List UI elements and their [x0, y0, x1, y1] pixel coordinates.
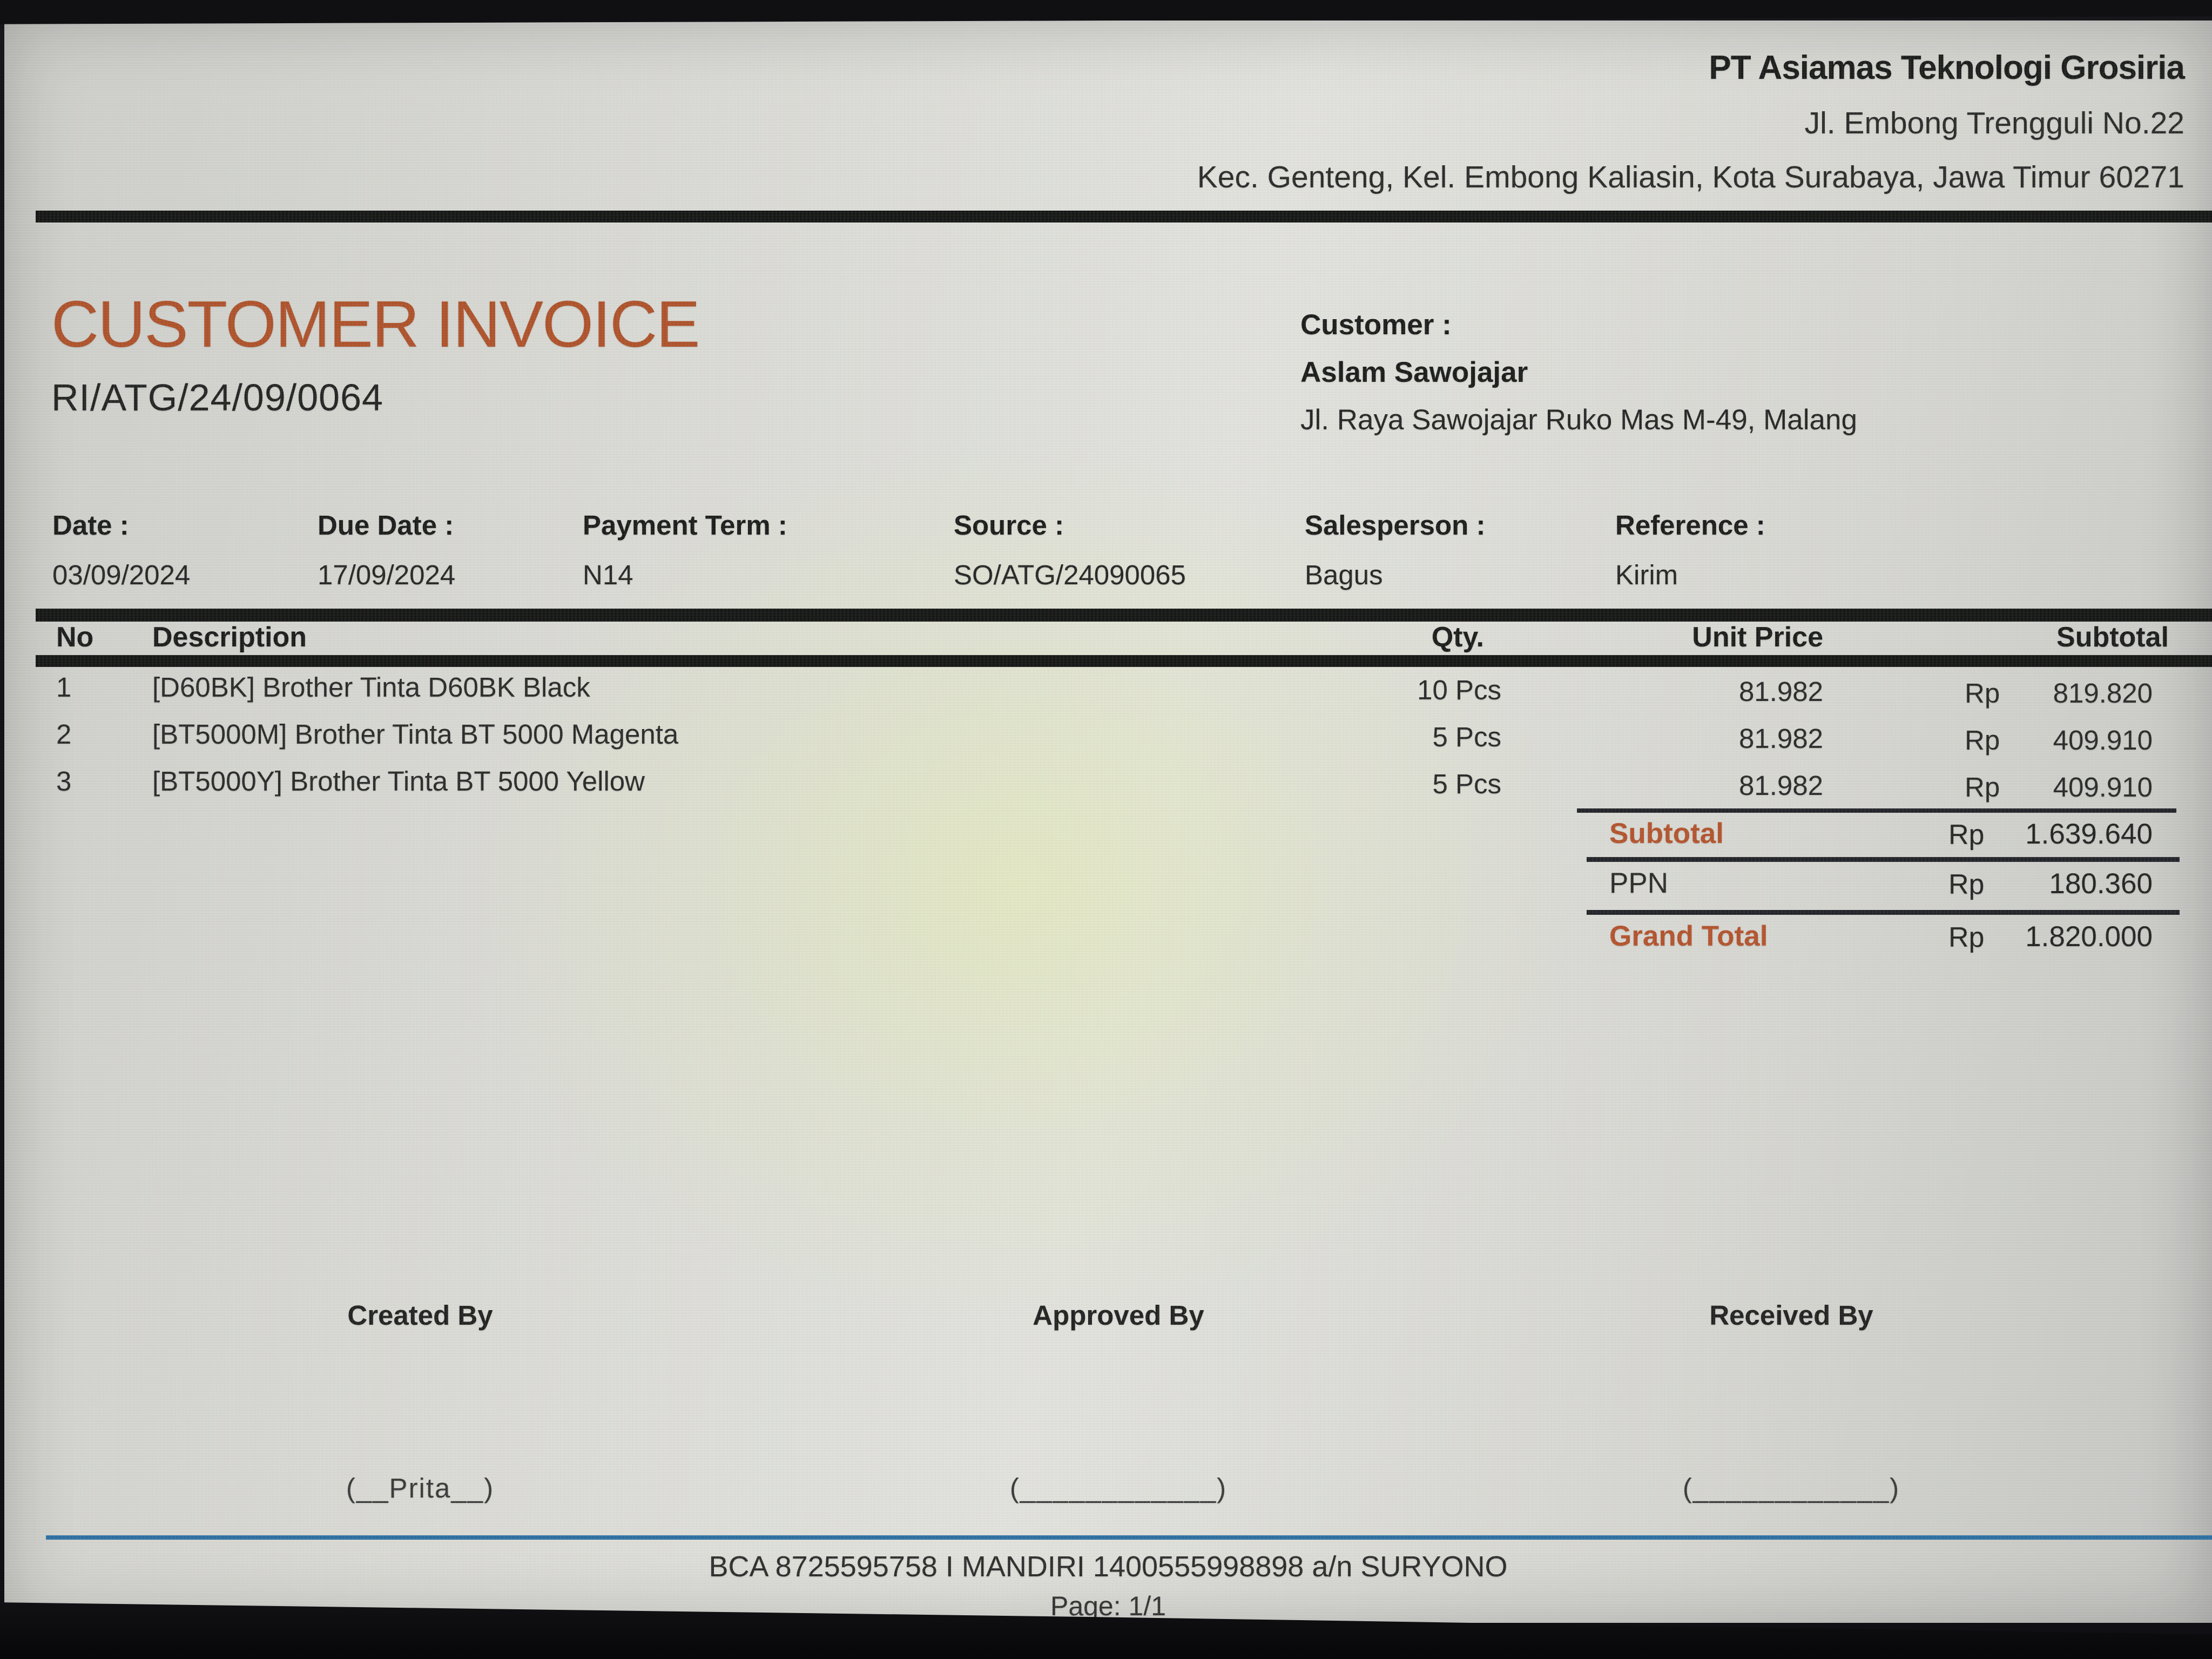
- item-qty: 10 Pcs: [1417, 675, 1501, 705]
- received-by-signature-line: (____________): [1682, 1473, 1900, 1503]
- subtotal-divider-line: [1587, 857, 2180, 862]
- created-by-label: Created By: [347, 1300, 493, 1331]
- date-value: 03/09/2024: [52, 559, 191, 590]
- company-address-line2: Kec. Genteng, Kel. Embong Kaliasin, Kota…: [1197, 160, 2184, 194]
- invoice-title-block: CUSTOMER INVOICE RI/ATG/24/09/0064: [51, 286, 700, 419]
- item-unit-price: 81.982: [1739, 723, 1823, 754]
- item-no: 1: [56, 672, 72, 703]
- item-no: 3: [56, 766, 72, 797]
- customer-address: Jl. Raya Sawojajar Ruko Mas M-49, Malang: [1300, 404, 1857, 436]
- due-date-label: Due Date :: [318, 510, 454, 541]
- invoice-number: RI/ATG/24/09/0064: [51, 376, 383, 419]
- footer-rule: [46, 1535, 2212, 1540]
- reference-label: Reference :: [1615, 510, 1765, 541]
- item-qty: 5 Pcs: [1432, 721, 1501, 752]
- item-description: [BT5000Y] Brother Tinta BT 5000 Yellow: [152, 766, 645, 797]
- totals-top-line: [1577, 808, 2176, 813]
- ppn-currency: Rp: [1948, 869, 1985, 900]
- source-label: Source :: [954, 510, 1064, 541]
- item-no: 2: [56, 719, 72, 750]
- received-by-label: Received By: [1709, 1300, 1873, 1331]
- item-description: [BT5000M] Brother Tinta BT 5000 Magenta: [152, 719, 679, 750]
- company-name: PT Asiamas Teknologi Grosiria: [1709, 49, 2185, 86]
- date-label: Date :: [52, 510, 129, 541]
- screen-moire-overlay: [4, 21, 2212, 1623]
- item-subtotal: 409.910: [2053, 725, 2153, 756]
- ppn-label: PPN: [1609, 867, 1668, 899]
- source-value: SO/ATG/24090065: [954, 559, 1186, 590]
- approved-by-signature-line: (____________): [1009, 1473, 1228, 1503]
- grand-total-label: Grand Total: [1609, 920, 1768, 952]
- col-header-description: Description: [152, 622, 307, 653]
- created-by-signature-line: (__Prita__): [346, 1473, 495, 1503]
- page-indicator: Page: 1/1: [1050, 1591, 1166, 1621]
- subtotal-currency: Rp: [1948, 819, 1985, 851]
- col-header-no: No: [56, 622, 94, 653]
- due-date-value: 17/09/2024: [318, 559, 456, 590]
- invoice-document: PT Asiamas Teknologi Grosiria Jl. Embong…: [4, 21, 2212, 1623]
- item-currency: Rp: [1965, 725, 2000, 756]
- page-title: CUSTOMER INVOICE: [51, 287, 700, 361]
- subtotal-label: Subtotal: [1609, 818, 1724, 849]
- salesperson-label: Salesperson :: [1305, 510, 1486, 541]
- payment-term-value: N14: [583, 559, 633, 590]
- item-unit-price: 81.982: [1739, 770, 1823, 801]
- item-currency: Rp: [1965, 678, 2000, 709]
- item-currency: Rp: [1965, 772, 2000, 802]
- customer-name: Aslam Sawojajar: [1300, 356, 1528, 388]
- grand-total-currency: Rp: [1948, 922, 1985, 953]
- customer-label: Customer :: [1300, 309, 1452, 341]
- item-unit-price: 81.982: [1739, 676, 1823, 707]
- table-top-rule: [36, 609, 2212, 622]
- item-subtotal: 819.820: [2053, 678, 2153, 709]
- company-address-line1: Jl. Embong Trengguli No.22: [1804, 106, 2184, 140]
- item-qty: 5 Pcs: [1432, 768, 1501, 799]
- subtotal-value: 1.639.640: [2025, 818, 2153, 850]
- reference-value: Kirim: [1615, 559, 1678, 590]
- customer-block: Customer : Aslam Sawojajar Jl. Raya Sawo…: [1300, 301, 1857, 444]
- col-header-unit-price: Unit Price: [1692, 622, 1823, 653]
- item-subtotal: 409.910: [2053, 772, 2153, 802]
- bank-info: BCA 8725595758 I MANDIRI 1400555998898 a…: [709, 1550, 1508, 1583]
- ppn-value: 180.360: [2049, 868, 2153, 900]
- table-header-rule: [36, 655, 2212, 667]
- ppn-divider-line: [1587, 910, 2180, 915]
- col-header-subtotal: Subtotal: [2056, 622, 2169, 653]
- header-divider-rule: [36, 211, 2212, 222]
- company-header: PT Asiamas Teknologi Grosiria Jl. Embong…: [1197, 49, 2185, 195]
- col-header-qty: Qty.: [1431, 622, 1484, 653]
- grand-total-value: 1.820.000: [2025, 921, 2153, 953]
- item-description: [D60BK] Brother Tinta D60BK Black: [152, 672, 590, 703]
- payment-term-label: Payment Term :: [583, 510, 787, 541]
- salesperson-value: Bagus: [1305, 559, 1383, 590]
- approved-by-label: Approved By: [1033, 1300, 1204, 1331]
